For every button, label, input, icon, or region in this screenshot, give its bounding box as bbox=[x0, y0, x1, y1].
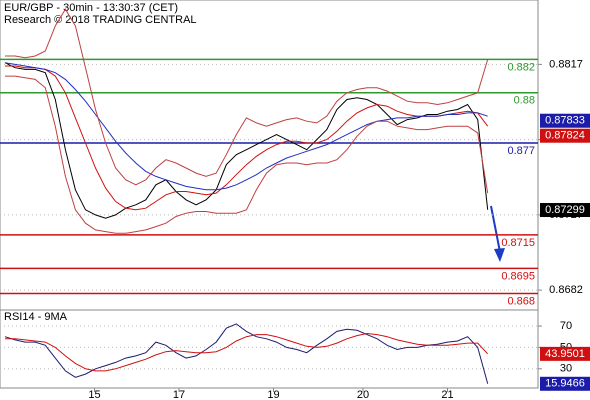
level-label: 0.88 bbox=[514, 95, 535, 107]
price-tag bbox=[540, 203, 590, 218]
price-tag-label: 0.87299 bbox=[545, 204, 585, 216]
level-label: 0.8715 bbox=[501, 237, 535, 249]
chart-subtitle: Research © 2018 TRADING CENTRAL bbox=[4, 14, 197, 26]
y-tick-label: 30 bbox=[560, 363, 572, 375]
series-line bbox=[5, 8, 489, 186]
x-tick-label: 17 bbox=[173, 389, 185, 400]
series-line bbox=[5, 65, 489, 211]
price-tag bbox=[540, 113, 590, 128]
y-tick-label: 70 bbox=[560, 320, 572, 332]
price-tag-label: 15.9466 bbox=[545, 378, 585, 390]
x-tick-label: 21 bbox=[441, 389, 453, 400]
series-line bbox=[5, 75, 489, 234]
price-tag bbox=[540, 376, 590, 391]
plot-frame bbox=[0, 0, 539, 389]
rsi-title: RSI14 - 9MA bbox=[4, 311, 68, 323]
level-label: 0.877 bbox=[507, 145, 535, 157]
series-line bbox=[4, 62, 489, 219]
y-tick-label: 0.8682 bbox=[549, 284, 583, 296]
price-tag bbox=[540, 128, 590, 143]
y-tick-label: 0.8817 bbox=[549, 58, 583, 70]
chart-title: EUR/GBP - 30min - 13:30:37 (CET) bbox=[4, 2, 178, 14]
x-tick-label: 20 bbox=[357, 389, 369, 400]
series-line bbox=[4, 62, 488, 191]
level-label: 0.882 bbox=[507, 61, 535, 73]
series-line bbox=[5, 332, 489, 372]
forecast-arrow bbox=[490, 205, 501, 253]
forecast-arrowhead bbox=[494, 248, 505, 262]
level-label: 0.8695 bbox=[501, 270, 535, 282]
x-tick-label: 15 bbox=[88, 389, 100, 400]
price-tag-label: 0.87833 bbox=[545, 115, 585, 127]
level-label: 0.868 bbox=[507, 295, 535, 307]
price-tag-label: 0.87824 bbox=[545, 130, 585, 142]
price-tag-label: 43.9501 bbox=[545, 348, 585, 360]
series-line bbox=[4, 323, 489, 384]
price-tag bbox=[540, 346, 590, 361]
x-tick-label: 19 bbox=[267, 389, 279, 400]
